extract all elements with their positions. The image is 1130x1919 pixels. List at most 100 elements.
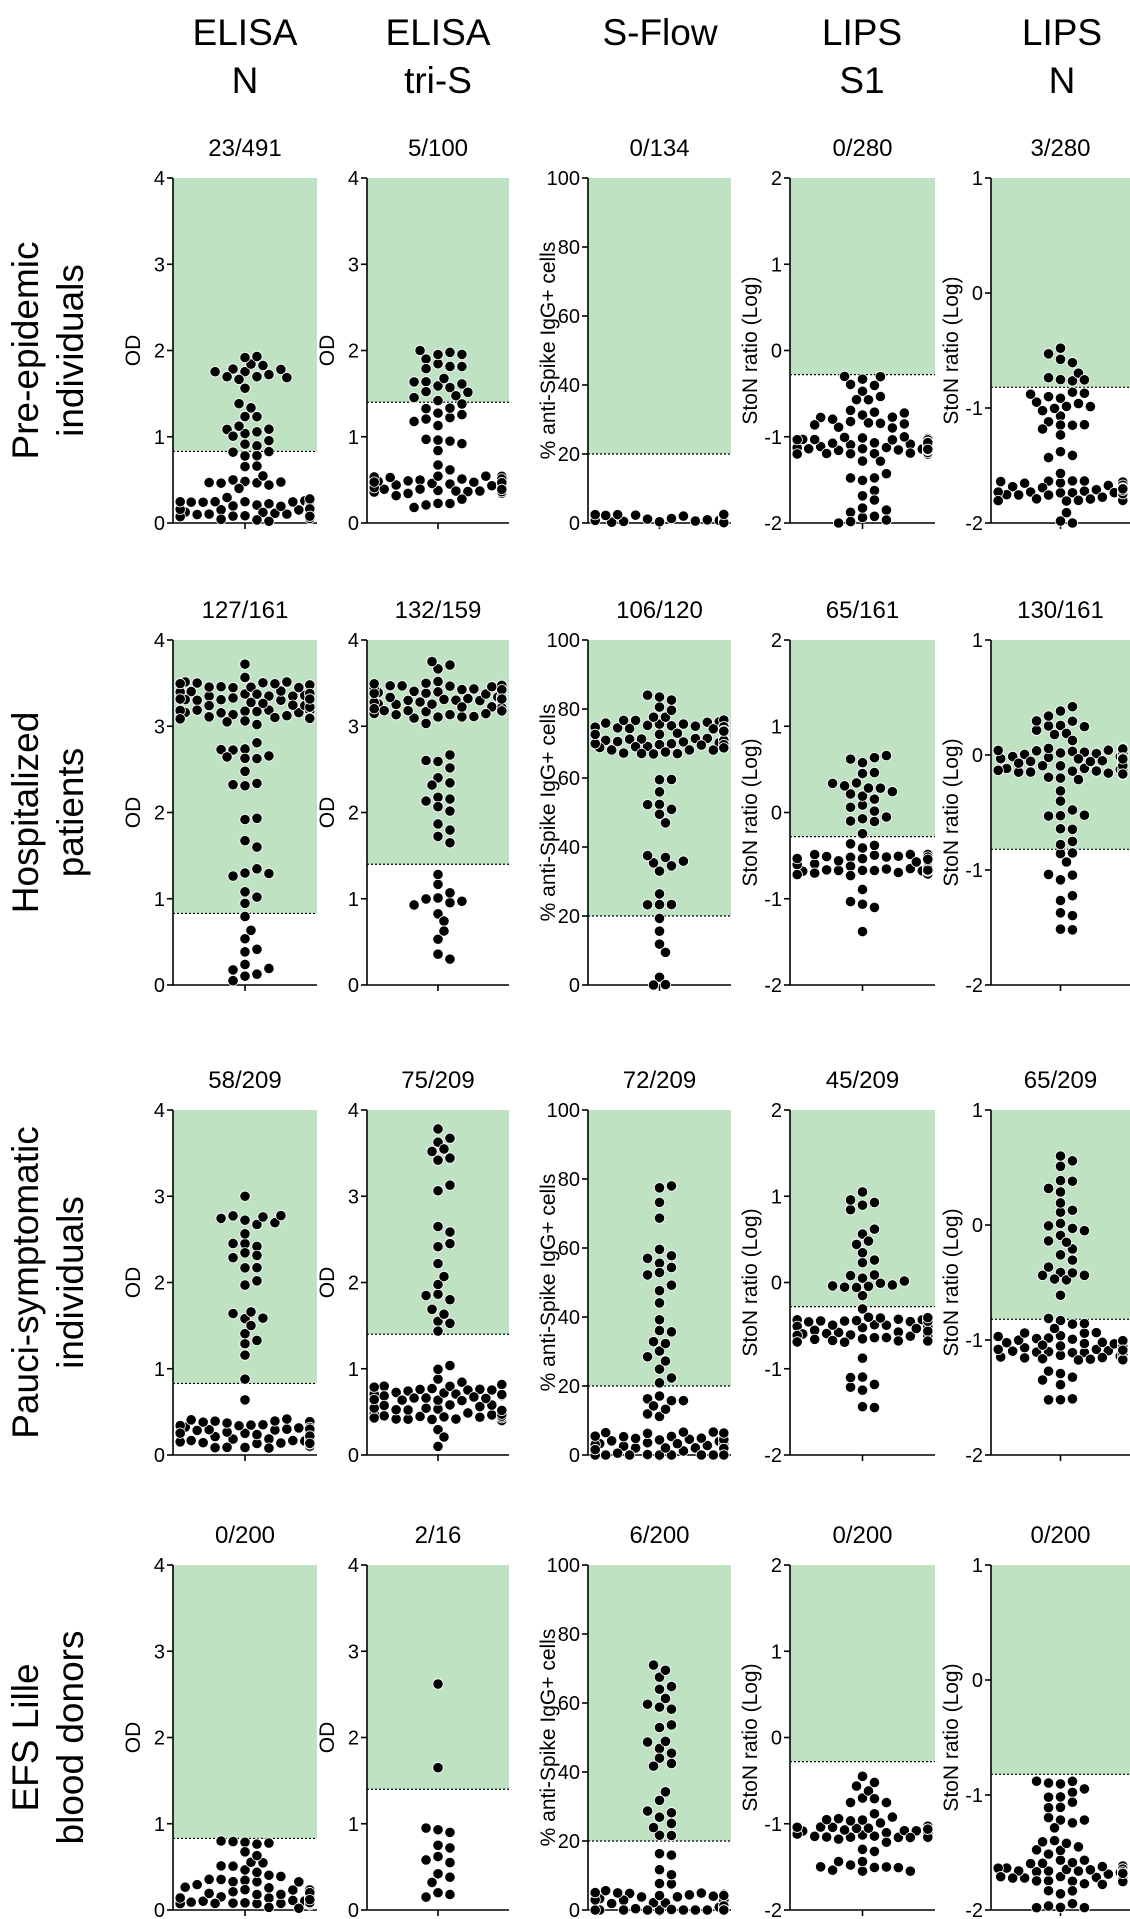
data-point — [635, 733, 648, 745]
data-point — [486, 681, 498, 693]
data-point — [1066, 1318, 1079, 1330]
data-point — [641, 1736, 654, 1748]
data-point — [653, 1212, 666, 1224]
data-point — [856, 790, 869, 802]
data-point — [665, 860, 678, 872]
data-point — [612, 735, 624, 748]
y-tick-label: -1 — [764, 1814, 782, 1836]
data-point — [275, 685, 287, 697]
y-tick-label: 80 — [558, 1169, 580, 1191]
data-point — [832, 864, 845, 877]
data-point — [1042, 742, 1055, 755]
data-point — [868, 437, 881, 449]
row-title: Pauci-symptomatic — [5, 1126, 46, 1439]
data-point — [432, 407, 444, 419]
y-tick-label: 1 — [771, 1186, 782, 1208]
data-point — [1066, 924, 1079, 936]
data-point — [414, 696, 426, 708]
data-point — [263, 1892, 275, 1904]
data-point — [641, 513, 654, 525]
data-point — [468, 476, 480, 488]
positive-count-label: 3/280 — [1030, 135, 1090, 162]
data-point — [1042, 372, 1055, 384]
data-point — [251, 891, 263, 903]
data-point — [844, 515, 857, 528]
data-point — [856, 813, 869, 825]
data-point — [1054, 1778, 1067, 1790]
data-point — [1030, 1902, 1043, 1914]
data-point — [215, 1873, 227, 1886]
data-point — [1019, 477, 1031, 489]
data-point — [838, 1824, 851, 1836]
column-subtitle: N — [232, 60, 259, 101]
data-point — [653, 701, 666, 713]
data-point — [1090, 765, 1102, 777]
data-point — [174, 713, 186, 725]
data-point — [850, 777, 863, 789]
panel-elisa_n: 0 1 2 3 4 OD 127/161 — [122, 597, 317, 997]
y-tick-label: 4 — [154, 1100, 165, 1122]
panel-lips_s1: -2 -1 0 1 2 StoN ratio (Log) 0/280 — [739, 135, 935, 535]
data-point — [880, 851, 893, 863]
positive-count-label: 72/209 — [623, 1067, 696, 1094]
data-point — [239, 1874, 251, 1886]
data-point — [368, 1412, 380, 1424]
data-point — [821, 850, 833, 863]
data-point — [898, 418, 910, 430]
data-point — [1054, 1197, 1067, 1209]
data-point — [1054, 1394, 1067, 1406]
data-point — [432, 1220, 444, 1233]
data-point — [1054, 1367, 1067, 1380]
data-point — [420, 376, 432, 388]
data-point — [1042, 416, 1055, 428]
data-point — [1054, 1150, 1067, 1162]
data-point — [874, 371, 887, 383]
data-point — [474, 1400, 486, 1413]
data-point — [1048, 1822, 1061, 1834]
data-point — [1090, 747, 1102, 760]
data-point — [1042, 1312, 1055, 1325]
positive-zone — [790, 1565, 935, 1762]
data-point — [898, 1275, 910, 1287]
data-point — [432, 1839, 444, 1851]
y-tick-label: 0 — [771, 1273, 782, 1295]
y-tick-label: -2 — [965, 1900, 983, 1919]
column-title: ELISA — [193, 12, 298, 53]
data-point — [904, 1330, 916, 1342]
data-point — [1048, 1322, 1061, 1335]
data-point — [653, 888, 666, 900]
data-point — [432, 711, 444, 723]
data-point — [227, 975, 239, 987]
data-point — [618, 1431, 630, 1443]
data-point — [227, 870, 239, 882]
data-point — [718, 742, 730, 754]
data-point — [432, 755, 444, 768]
data-point — [809, 848, 821, 861]
y-axis-label: StoN ratio (Log) — [940, 1208, 963, 1356]
data-point — [1054, 515, 1067, 527]
data-point — [653, 1243, 666, 1256]
data-point — [420, 1822, 432, 1834]
column-title: ELISA — [386, 12, 491, 53]
data-point — [1054, 838, 1067, 851]
data-point — [791, 852, 803, 865]
data-point — [269, 678, 281, 690]
data-point — [809, 858, 821, 870]
data-point — [293, 1422, 305, 1434]
data-point — [1066, 517, 1079, 529]
data-point — [486, 480, 498, 492]
data-point — [215, 1835, 227, 1847]
data-point — [880, 441, 893, 454]
data-point — [227, 446, 239, 458]
data-point — [263, 368, 275, 381]
data-point — [215, 681, 227, 693]
data-point — [263, 1442, 275, 1454]
data-point — [641, 719, 654, 731]
data-point — [821, 447, 833, 460]
data-point — [1117, 1354, 1129, 1366]
data-point — [444, 897, 456, 909]
data-point — [671, 727, 684, 739]
column-header-elisa_n: ELISA N — [193, 12, 298, 101]
data-point — [618, 714, 630, 726]
data-point — [612, 1887, 624, 1899]
